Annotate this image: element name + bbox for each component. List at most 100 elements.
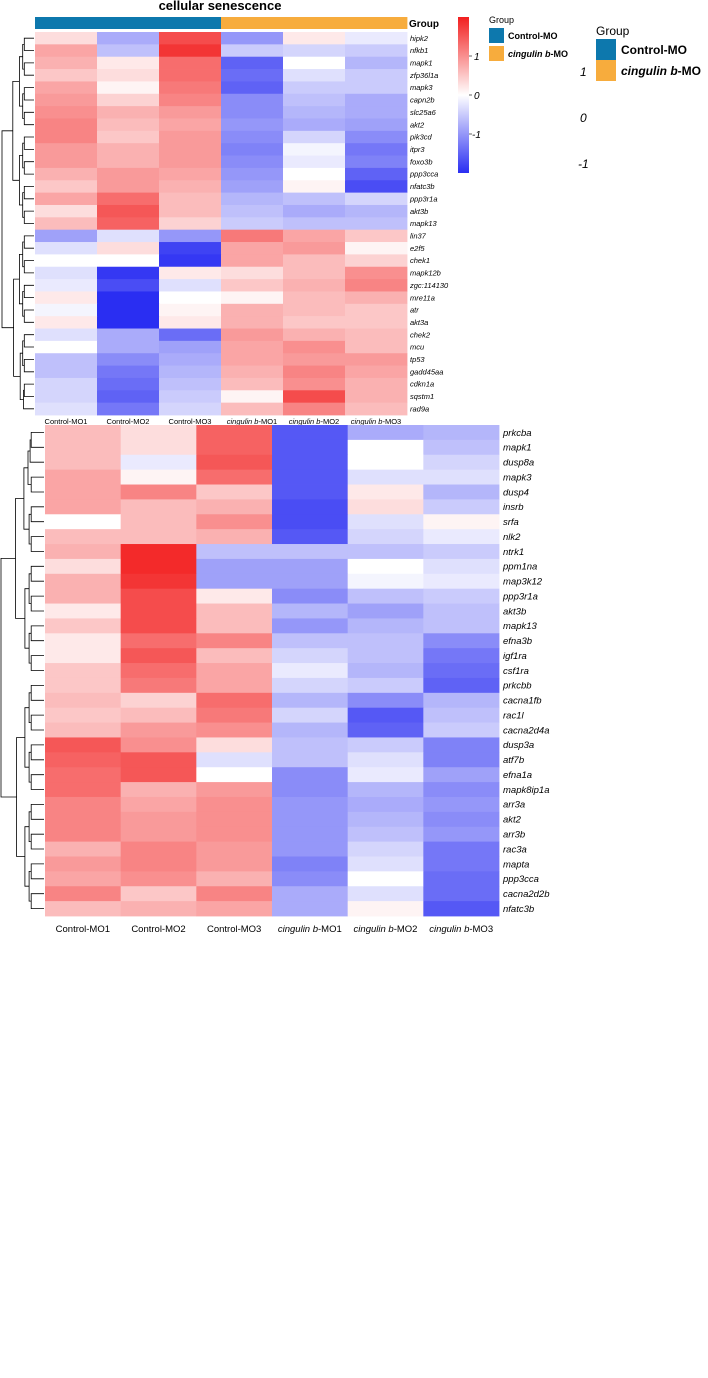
- hm1-cell-mapk3-5: [283, 81, 346, 95]
- color-scale-tick-2: 0: [474, 91, 480, 102]
- hm2-cell-cacna1fb-6: [423, 692, 500, 709]
- hm2-cell-mapk1-2: [120, 439, 197, 456]
- hm1-cell-mapk13-4: [221, 217, 284, 231]
- hm1-cell-capn2b-5: [283, 93, 346, 107]
- hm2-dendrogram-branch: [30, 595, 44, 612]
- hm2-cell-mapk13-6: [423, 618, 500, 634]
- hm2-cell-csf1ra-4: [272, 663, 349, 679]
- hm2-row-label-24: efna1a: [503, 770, 532, 781]
- hm2-row-label-2: mapk1: [503, 443, 532, 454]
- hm1-cell-e2f5-6: [345, 242, 408, 255]
- hm2-cell-arr3b-1: [45, 826, 122, 843]
- hm2-dendrogram-branch: [30, 804, 44, 820]
- hm2-row-label-17: csf1ra: [503, 666, 529, 677]
- hm1-row-label-30: sqstm1: [410, 392, 434, 401]
- hm2-cell-mapk1-5: [347, 439, 424, 456]
- hm2-cell-efna3b-2: [120, 633, 197, 649]
- hm2-cell-mapk8ip1a-4: [272, 782, 349, 798]
- hm2-cell-nlk2-5: [347, 529, 424, 545]
- hm1-cell-nfkb1-4: [221, 44, 284, 58]
- color-scale-tick-labels-large: 1 0 -1: [578, 65, 589, 171]
- hm1-cell-rad9a-3: [159, 402, 222, 416]
- hm2-dendrogram-branch: [28, 573, 32, 604]
- hm2-cell-ppm1na-2: [120, 558, 197, 575]
- hm2-row-label-20: rac1l: [503, 710, 524, 721]
- color-scale-tick-large-3: -1: [578, 157, 589, 171]
- chart-title: cellular senescence: [159, 0, 282, 13]
- hm2-cell-cacna2d4a-3: [196, 722, 273, 738]
- hm1-cell-itpr3-3: [159, 143, 222, 156]
- hm1-cell-atr-4: [221, 303, 284, 317]
- hm2-cell-cacna1fb-2: [120, 692, 197, 709]
- hm2-cell-cacna2d4a-4: [272, 722, 349, 738]
- group-legend-large: Group Control-MO cingulin b-MO: [596, 24, 701, 81]
- hm1-dendrogram-branch: [23, 284, 34, 298]
- hm2-cell-igf1ra-5: [347, 648, 424, 664]
- hm2-cell-mapta-1: [45, 856, 122, 872]
- hm2-dendrogram-branch: [30, 863, 44, 880]
- hm1-dendrogram-branch: [23, 260, 34, 274]
- hm2-cell-insrb-2: [120, 499, 197, 515]
- hm2-cell-csf1ra-2: [120, 663, 197, 679]
- hm1-dendrogram-branch: [23, 62, 34, 76]
- hm2-cell-dusp4-2: [120, 484, 197, 500]
- hm1-cell-chek2-5: [283, 328, 346, 342]
- hm1-cell-rad9a-2: [97, 402, 160, 416]
- hm1-cell-mapk3-2: [97, 81, 160, 95]
- hm2-cell-ppm1na-3: [196, 558, 273, 575]
- hm2-dendrogram-branch: [29, 439, 44, 463]
- hm1-row-label-1: hipk2: [410, 34, 429, 43]
- hm1-cell-gadd45aa-1: [35, 365, 98, 379]
- hm1-cell-akt2-5: [283, 118, 346, 132]
- hm2-cell-rac1l-5: [347, 707, 424, 723]
- hm2-row-label-25: mapk8ip1a: [503, 785, 549, 796]
- hm1-cell-mcu-5: [283, 340, 346, 354]
- hm2-cell-atf7b-2: [120, 752, 197, 768]
- hm1-cell-mcu-1: [35, 340, 98, 354]
- hm1-cell-tp53-4: [221, 353, 284, 366]
- hm2-cell-ntrk1-3: [196, 544, 273, 560]
- hm1-cell-mre11a-3: [159, 291, 222, 305]
- hm2-cell-efna1a-5: [347, 767, 424, 783]
- hm1-cell-capn2b-6: [345, 93, 408, 107]
- hm1-cell-mre11a-4: [221, 291, 284, 305]
- hm2-cell-rac1l-4: [272, 707, 349, 723]
- hm2-dendrogram-branch: [30, 833, 44, 850]
- hm1-dendrogram-branch: [19, 155, 23, 206]
- hm2-cell-map3k12-6: [423, 573, 500, 590]
- hm2-dendrogram-branch: [15, 498, 25, 619]
- hm2-cell-mapk13-2: [120, 618, 197, 634]
- hm1-cell-mapk1-4: [221, 56, 284, 70]
- hm1-cell-capn2b-1: [35, 93, 98, 107]
- hm2-dendrogram-branch: [28, 751, 32, 783]
- hm1-row-label-9: pik3cd: [409, 133, 433, 142]
- hm2-cell-map3k12-4: [272, 573, 349, 590]
- hm1-dendrogram-branch: [23, 37, 34, 51]
- hm1-cell-zgc:114130-1: [35, 279, 98, 292]
- hm1-row-label-29: cdkn1a: [410, 380, 434, 389]
- hm1-cell-mapk13-2: [97, 217, 160, 231]
- hm1-cell-atr-5: [283, 303, 346, 317]
- hm2-cell-arr3b-3: [196, 826, 273, 843]
- hm1-column-label-6: cingulin b-MO3: [351, 417, 401, 426]
- hm1-row-label-12: ppp3cca: [409, 170, 438, 179]
- hm2-cell-efna3b-1: [45, 633, 122, 649]
- hm2-cell-atf7b-3: [196, 752, 273, 768]
- hm1-cell-tp53-3: [159, 353, 222, 366]
- hm2-cell-csf1ra-6: [423, 663, 500, 679]
- hm1-cell-cdkn1a-5: [283, 377, 346, 391]
- hm2-row-label-9: ntrk1: [503, 547, 524, 558]
- hm1-dendrogram-branch: [23, 87, 34, 101]
- hm2-column-label-1: Control-MO1: [56, 924, 110, 935]
- hm2-dendrogram-branch: [30, 744, 44, 761]
- hm2-cell-ppp3r1a-6: [423, 588, 500, 604]
- hm2-cell-rac3a-5: [347, 841, 424, 857]
- hm1-row-label-2: nfkb1: [410, 46, 428, 55]
- row-dendrogram: [0, 432, 44, 909]
- hm1-cell-ppp3cca-2: [97, 167, 160, 181]
- hm2-cell-mapk3-2: [120, 469, 197, 485]
- hm1-cell-mapk3-3: [159, 81, 222, 95]
- hm1-cell-nfkb1-2: [97, 44, 160, 58]
- hm2-cell-efna3b-6: [423, 633, 500, 649]
- hm2-dendrogram-branch: [28, 632, 32, 664]
